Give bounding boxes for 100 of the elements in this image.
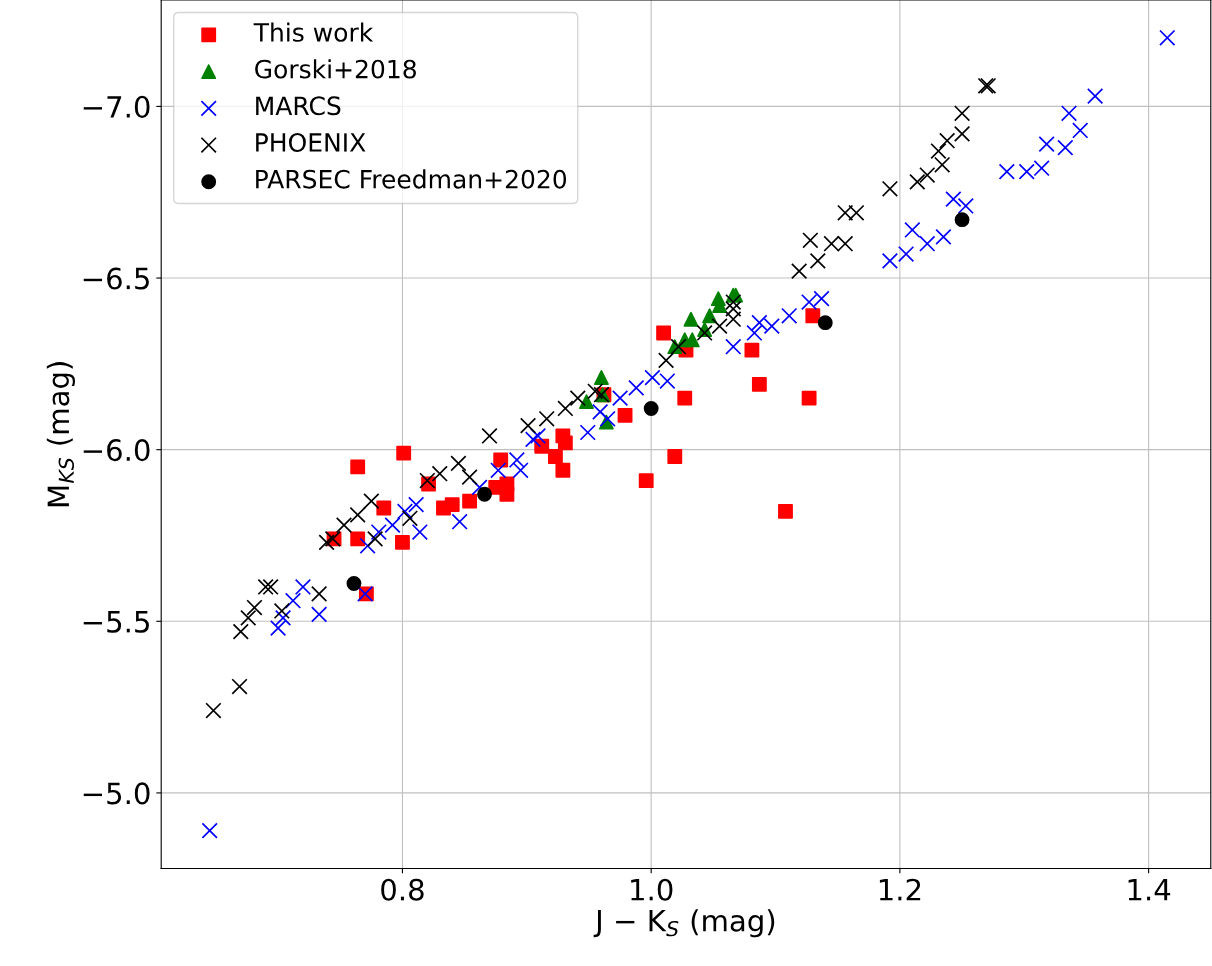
legend-label: PHOENIX: [256, 133, 366, 152]
point: [396, 445, 412, 461]
point: [670, 338, 687, 355]
point: [284, 592, 302, 609]
point: [934, 156, 951, 173]
point: [751, 314, 768, 331]
point: [524, 431, 542, 448]
point: [1057, 139, 1074, 156]
point: [1038, 136, 1055, 153]
legend-label: MARCS: [256, 96, 341, 116]
point: [684, 332, 700, 348]
point: [201, 822, 218, 839]
point: [431, 465, 448, 482]
point: [408, 496, 425, 513]
point: [617, 407, 633, 423]
point: [350, 531, 366, 547]
point: [953, 105, 971, 122]
point: [791, 263, 808, 280]
point: [919, 235, 936, 252]
x-tick-label: 1.0: [631, 878, 673, 901]
point: [481, 427, 498, 445]
point: [579, 394, 594, 410]
point: [451, 513, 468, 530]
point: [376, 500, 392, 516]
point: [508, 451, 525, 469]
y-tick-label: −7.0: [83, 95, 150, 118]
point: [711, 317, 728, 335]
point: [801, 390, 817, 406]
point: [462, 493, 478, 509]
point: [349, 506, 366, 524]
point: [939, 132, 956, 149]
point: [998, 163, 1015, 180]
point: [294, 578, 312, 596]
point: [366, 530, 384, 548]
point: [751, 377, 767, 392]
point: [363, 493, 380, 510]
point: [384, 517, 401, 534]
point: [817, 315, 833, 331]
point: [953, 125, 971, 142]
point: [897, 245, 915, 263]
point: [696, 324, 713, 342]
point: [547, 449, 563, 464]
x-tick-label: 1.2: [879, 878, 921, 901]
point: [519, 417, 537, 434]
point: [311, 606, 328, 623]
x-axis-title: J − K$_{S}$ (mag): [593, 909, 775, 938]
point: [781, 307, 798, 324]
point: [805, 308, 821, 324]
point: [725, 311, 742, 328]
point: [594, 370, 609, 386]
point: [346, 576, 362, 591]
point: [557, 435, 573, 451]
point: [262, 578, 279, 596]
point: [935, 228, 952, 245]
point: [599, 410, 616, 427]
point: [274, 609, 292, 626]
point: [611, 390, 629, 407]
point: [725, 293, 742, 311]
point: [746, 324, 763, 342]
point: [587, 383, 604, 400]
point: [957, 197, 974, 215]
legend-label: PARSEC Freedman+2020: [256, 169, 567, 189]
y-axis-title: M$_{KS}$ (mag): [46, 362, 75, 507]
y-tick-label: −5.5: [83, 611, 149, 633]
point: [493, 452, 509, 468]
point: [396, 503, 414, 520]
y-tick-label: −5.0: [83, 782, 150, 805]
point: [529, 427, 547, 445]
point: [909, 173, 926, 191]
point: [702, 308, 718, 324]
point: [809, 252, 826, 269]
point: [677, 390, 693, 406]
legend-label: This work: [253, 22, 374, 42]
legend-label: Gorski+2018: [255, 59, 416, 79]
point: [763, 317, 780, 335]
point: [1060, 105, 1078, 122]
point: [881, 180, 899, 197]
point: [269, 620, 287, 637]
point: [744, 342, 760, 358]
point: [232, 623, 249, 640]
point: [945, 190, 962, 208]
point: [683, 311, 699, 327]
point: [273, 602, 290, 620]
point: [557, 400, 574, 417]
point: [555, 462, 571, 478]
point: [471, 479, 488, 496]
point: [231, 678, 248, 695]
point: [311, 585, 328, 602]
point: [800, 293, 818, 311]
point: [240, 609, 257, 626]
y-tick-label: −6.5: [83, 267, 149, 290]
point: [904, 221, 921, 239]
point: [335, 517, 353, 534]
point: [778, 504, 793, 519]
point: [538, 410, 555, 427]
point: [318, 534, 335, 551]
point: [656, 325, 672, 341]
point: [419, 472, 436, 489]
point: [643, 401, 659, 416]
point: [954, 212, 970, 228]
